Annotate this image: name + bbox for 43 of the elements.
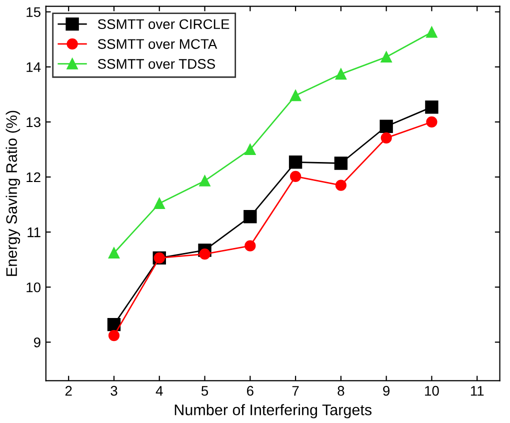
point [108,247,120,259]
legend-label: SSMTT over MCTA [98,39,218,49]
x-tick-label: 10 [425,386,439,396]
point [290,90,302,102]
point [426,116,438,128]
y-tick-label: 10 [26,282,40,292]
y-tick-label: 9 [34,338,40,348]
point [199,248,210,260]
x-tick-label: 6 [247,386,254,396]
point [288,156,302,169]
point [244,210,257,224]
point [380,51,392,63]
point [335,180,346,191]
x-tick-label: 2 [65,386,72,396]
legend-label: SSMTT over CIRCLE [98,19,230,30]
x-tick-label: 4 [156,386,163,396]
point [244,240,256,252]
point [334,156,348,170]
point [380,132,392,144]
y-tick-label: 11 [28,228,40,238]
y-tick-label: 15 [26,7,40,18]
y-tick-label: 14 [26,62,41,72]
x-axis-title: Number of Interfering Targets [174,404,372,418]
x-tick-label: 9 [383,386,390,396]
legend-label: SSMTT over TDSS [98,58,216,69]
x-tick-label: 3 [110,386,118,396]
point [290,170,302,182]
point [107,318,121,332]
y-tick-label: 12 [26,172,40,182]
y-tick-label: 13 [26,117,40,128]
point [108,330,120,342]
point [426,26,438,38]
x-tick-label: 8 [338,386,344,396]
y-axis-title: Energy Saving Ratio (%) [6,110,20,276]
x-tick-label: 7 [292,386,299,396]
point [244,144,256,156]
x-tick-label: 11 [470,386,484,396]
point [380,120,393,133]
x-tick-label: 5 [201,386,208,396]
point [425,100,438,114]
point [154,198,165,209]
point [335,68,346,80]
point [199,175,210,186]
